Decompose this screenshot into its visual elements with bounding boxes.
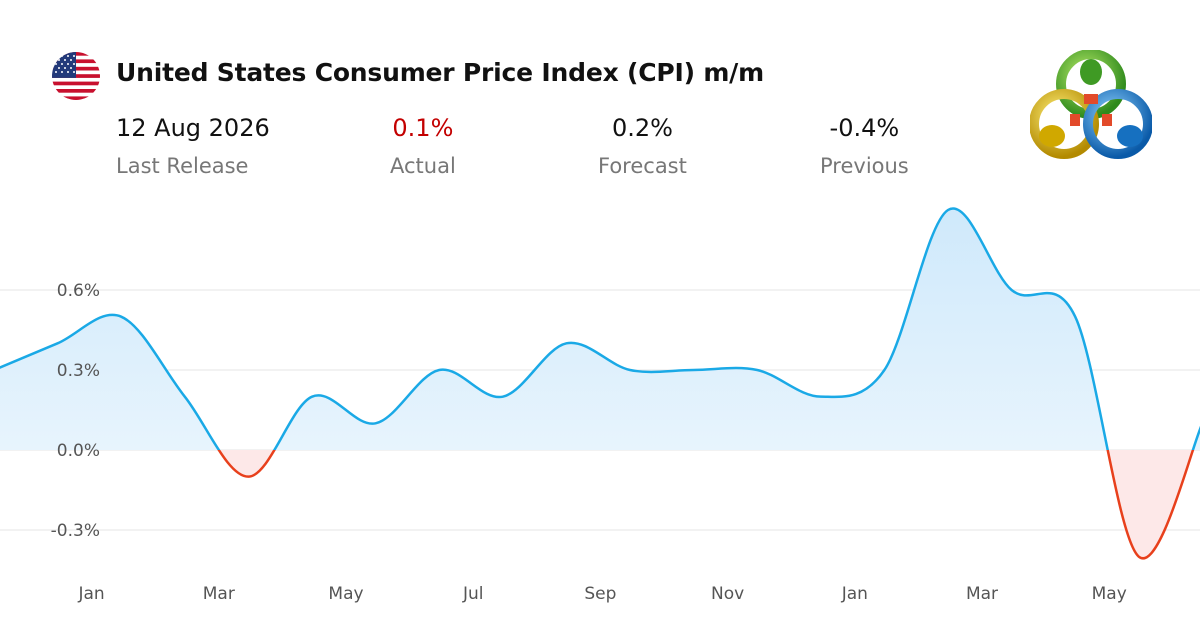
forecast-value: 0.2% — [611, 114, 673, 142]
metatrader-logo-icon — [1030, 50, 1152, 159]
forecast-label: Forecast — [598, 154, 687, 178]
y-tick-label: 0.0% — [57, 441, 100, 461]
page-title: United States Consumer Price Index (CPI)… — [116, 58, 764, 87]
x-tick-label: Sep — [584, 584, 616, 604]
y-tick-label: -0.3% — [51, 521, 100, 541]
y-tick-label: 0.6% — [57, 281, 100, 301]
x-tick-label: Mar — [966, 584, 998, 604]
last-release-label: Last Release — [116, 154, 249, 178]
previous-label: Previous — [820, 154, 909, 178]
x-tick-label: Mar — [203, 584, 235, 604]
actual-value: 0.1% — [392, 114, 454, 142]
stat-actual: 0.1% Actual — [390, 114, 456, 178]
actual-label: Actual — [390, 154, 456, 178]
x-tick-label: May — [1092, 584, 1127, 604]
x-tick-label: Jul — [462, 584, 484, 604]
y-tick-label: 0.3% — [57, 361, 100, 381]
x-tick-label: Nov — [711, 584, 744, 604]
previous-value: -0.4% — [829, 114, 900, 142]
last-release-value: 12 Aug 2026 — [116, 114, 270, 142]
positive-area — [0, 208, 1200, 450]
x-tick-label: May — [328, 584, 363, 604]
stat-last-release: 12 Aug 2026 Last Release — [116, 114, 270, 178]
x-tick-label: Jan — [841, 584, 868, 604]
cpi-chart: 0.6% 0.3% 0.0% -0.3% Jan Mar May Jul Sep Nov Jan M… — [0, 207, 1200, 604]
us-flag-icon — [52, 52, 100, 100]
stat-previous: -0.4% Previous — [820, 114, 909, 178]
x-tick-label: Jan — [77, 584, 104, 604]
series-line-positive — [0, 207, 1200, 450]
stat-forecast: 0.2% Forecast — [598, 114, 687, 178]
